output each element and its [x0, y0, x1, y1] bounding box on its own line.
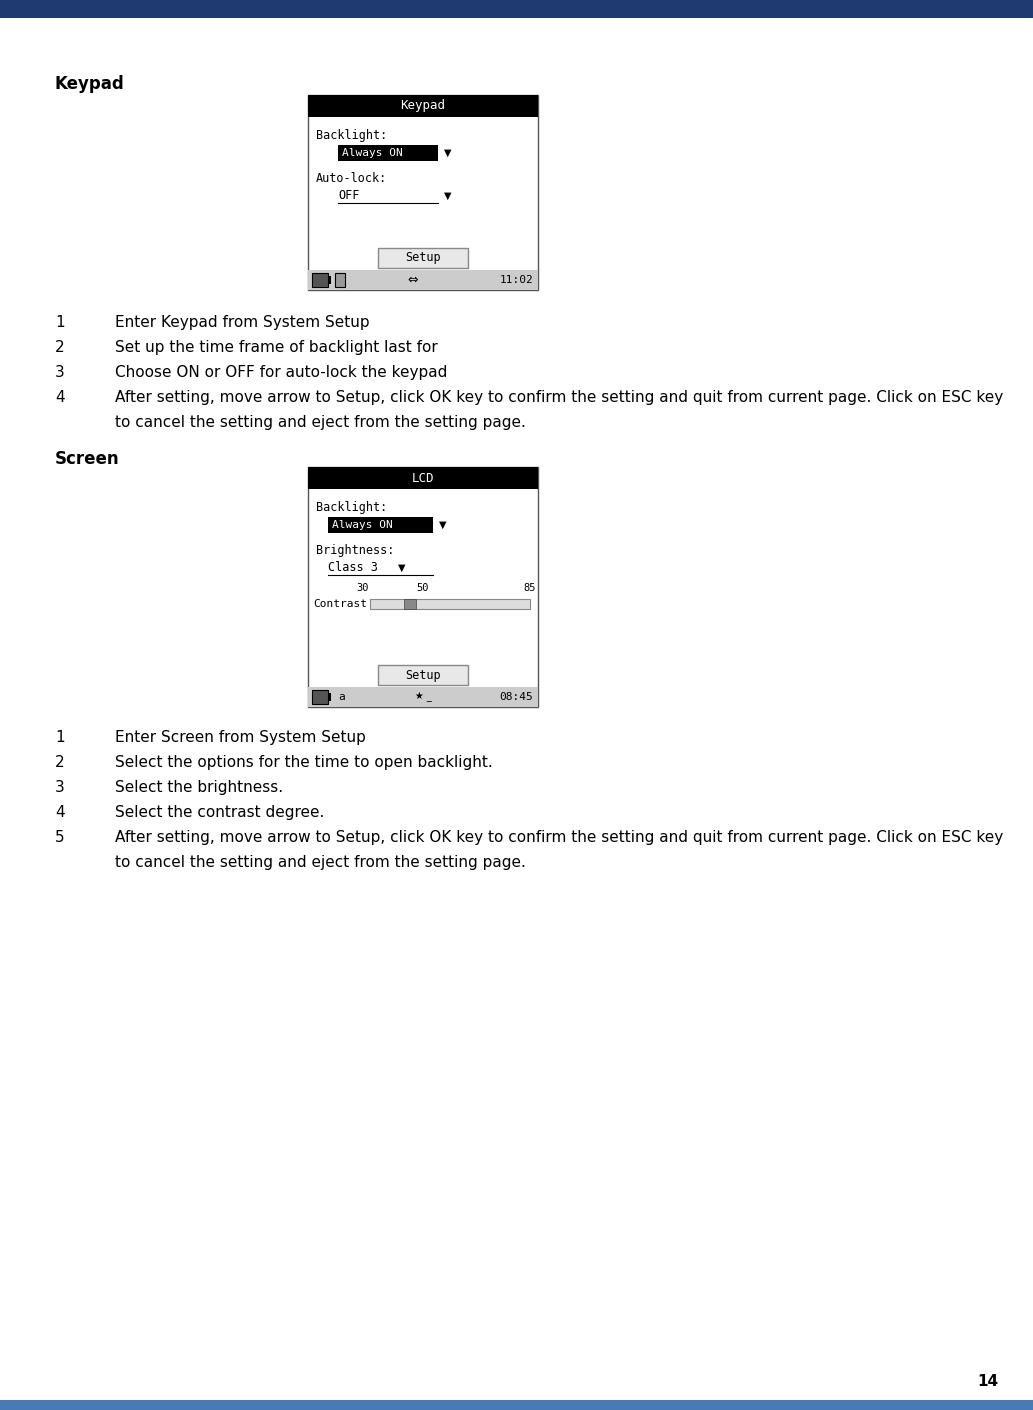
Text: 1: 1	[55, 314, 65, 330]
Text: 3: 3	[55, 365, 65, 381]
Text: Contrast: Contrast	[313, 599, 367, 609]
Text: to cancel the setting and eject from the setting page.: to cancel the setting and eject from the…	[115, 415, 526, 430]
Text: Class 3: Class 3	[328, 561, 378, 574]
Bar	[370, 599, 530, 609]
Bar	[308, 94, 538, 117]
Text: Select the options for the time to open backlight.: Select the options for the time to open …	[115, 754, 493, 770]
Text: After setting, move arrow to Setup, click OK key to confirm the setting and quit: After setting, move arrow to Setup, clic…	[115, 830, 1003, 845]
Bar	[312, 274, 328, 288]
Text: ▼: ▼	[398, 563, 406, 572]
Text: 14: 14	[977, 1375, 998, 1389]
Text: Always ON: Always ON	[342, 148, 403, 158]
Text: 4: 4	[55, 391, 65, 405]
Bar	[308, 269, 538, 290]
Text: 30: 30	[356, 582, 369, 594]
Text: Enter Keypad from System Setup: Enter Keypad from System Setup	[115, 314, 370, 330]
Text: 3: 3	[55, 780, 65, 795]
Text: Brightness:: Brightness:	[316, 544, 395, 557]
Text: Backlight:: Backlight:	[316, 501, 387, 515]
Bar	[328, 276, 331, 283]
Text: 50: 50	[416, 582, 430, 594]
Text: 11:02: 11:02	[499, 275, 533, 285]
Text: Auto-lock:: Auto-lock:	[316, 172, 387, 185]
Text: 2: 2	[55, 754, 65, 770]
Text: 5: 5	[55, 830, 65, 845]
Text: Always ON: Always ON	[332, 520, 393, 530]
Bar	[378, 248, 468, 268]
Text: ★ _: ★ _	[414, 692, 432, 702]
Text: Select the contrast degree.: Select the contrast degree.	[115, 805, 324, 821]
Bar	[308, 467, 538, 489]
Text: Set up the time frame of backlight last for: Set up the time frame of backlight last …	[115, 340, 438, 355]
Text: LCD: LCD	[412, 471, 434, 485]
Bar	[328, 692, 331, 701]
Bar	[308, 687, 538, 706]
Text: 1: 1	[55, 730, 65, 744]
Text: Choose ON or OFF for auto-lock the keypad: Choose ON or OFF for auto-lock the keypa…	[115, 365, 447, 381]
Text: a: a	[338, 692, 345, 702]
Bar	[328, 517, 433, 533]
Bar	[0, 1400, 1033, 1410]
Text: ▼: ▼	[444, 148, 451, 158]
Text: Keypad: Keypad	[401, 100, 445, 113]
Text: ▼: ▼	[444, 190, 451, 202]
Text: Backlight:: Backlight:	[316, 128, 387, 142]
Text: ▼: ▼	[439, 520, 446, 530]
Text: OFF: OFF	[338, 189, 359, 202]
Text: Enter Screen from System Setup: Enter Screen from System Setup	[115, 730, 366, 744]
Text: After setting, move arrow to Setup, click OK key to confirm the setting and quit: After setting, move arrow to Setup, clic…	[115, 391, 1003, 405]
Text: 08:45: 08:45	[499, 692, 533, 702]
Text: 4: 4	[55, 805, 65, 821]
Text: 85: 85	[524, 582, 536, 594]
Bar	[378, 666, 468, 685]
Text: ⇔: ⇔	[408, 274, 418, 286]
Bar	[308, 94, 538, 290]
Bar	[312, 689, 328, 704]
Text: to cancel the setting and eject from the setting page.: to cancel the setting and eject from the…	[115, 854, 526, 870]
Text: Keypad: Keypad	[55, 75, 125, 93]
Bar	[0, 0, 1033, 18]
Bar	[335, 274, 345, 288]
Text: Setup: Setup	[405, 668, 441, 681]
Text: Setup: Setup	[405, 251, 441, 265]
Text: 2: 2	[55, 340, 65, 355]
Bar	[338, 145, 438, 161]
Text: Screen: Screen	[55, 450, 120, 468]
Bar	[308, 467, 538, 706]
Text: Select the brightness.: Select the brightness.	[115, 780, 283, 795]
Bar	[404, 599, 416, 609]
